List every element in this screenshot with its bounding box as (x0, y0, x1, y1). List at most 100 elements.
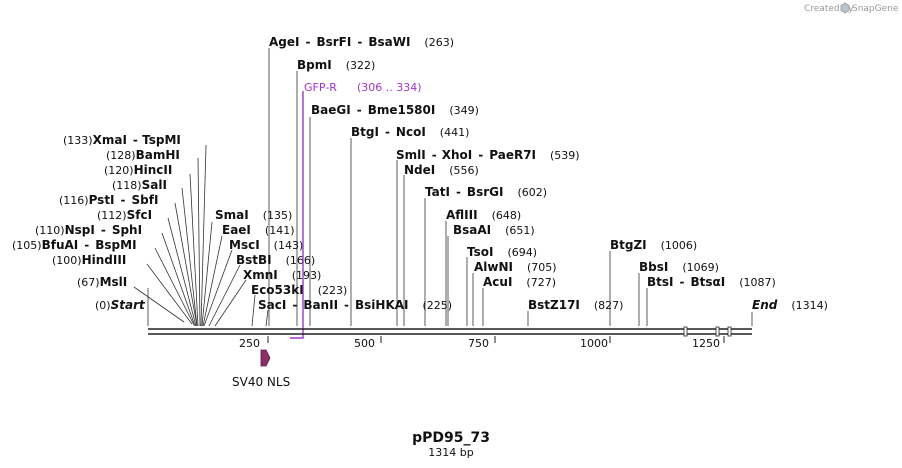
site-position: (0) (95, 299, 111, 312)
site-position: (1006) (661, 239, 698, 252)
site-position: (651) (505, 224, 535, 237)
primer-gfp-r[interactable]: GFP-R (306 .. 334) (290, 81, 422, 339)
site-enzyme-name: NdeI (404, 163, 435, 177)
enzyme-site-btsi[interactable]: BtsI - BtsαI (1087) (647, 275, 776, 289)
enzyme-labels: (0)Start (67)MslI (100)HindIII (105)BfuA… (12, 35, 828, 312)
site-enzyme-name: BpmI (297, 58, 332, 72)
enzyme-site-alwni[interactable]: AlwNI (705) (474, 260, 557, 274)
site-line-eaei (202, 235, 223, 327)
enzyme-site-xmai[interactable]: (133)XmaI - TspMI (63, 133, 181, 147)
site-enzyme-name: BtgI (351, 125, 379, 139)
site-line-msli (133, 286, 185, 323)
enzyme-site-ndei[interactable]: NdeI (556) (404, 163, 479, 177)
site-position: (105) (12, 239, 42, 252)
enzyme-site-bsaai[interactable]: BsaAI (651) (453, 223, 535, 237)
enzyme-site-msli[interactable]: (67)MslI (77, 275, 127, 289)
site-enzyme-name: TsoI (467, 245, 493, 259)
site-enzyme-name: SmaI (215, 208, 249, 222)
site-line-bstbi (208, 264, 241, 327)
site-enzyme-name: BtsI (647, 275, 674, 289)
site-line-sali (181, 187, 198, 327)
site-position: (441) (440, 126, 470, 139)
site-line-bamhi (197, 157, 201, 327)
backbone-break-marks (683, 326, 732, 337)
enzyme-site-bamhi[interactable]: (128)BamHI (106, 148, 180, 162)
site-enzyme-name: SmlI (396, 148, 426, 162)
enzyme-site-smli[interactable]: SmlI - XhoI - PaeR7I (539) (396, 148, 580, 162)
enzyme-site-end[interactable]: End (1314) (752, 298, 828, 312)
feature-label: SV40 NLS (232, 375, 290, 389)
site-enzyme-name: TspMI (142, 133, 181, 147)
site-enzyme-name: BtgZI (610, 238, 647, 252)
tick-label-750: 750 (468, 337, 489, 350)
site-enzyme-name: End (752, 298, 778, 312)
credit-text: Created by (804, 4, 854, 14)
site-position: (118) (112, 179, 142, 192)
site-enzyme-name: Bme1580I (368, 103, 436, 117)
site-line-psti (174, 202, 198, 327)
site-position: (112) (97, 209, 127, 222)
enzyme-site-hindiii[interactable]: (100)HindIII (52, 253, 126, 267)
site-enzyme-name: AgeI (269, 35, 299, 49)
site-enzyme-name: MslI (100, 275, 128, 289)
enzyme-site-tsoi[interactable]: TsoI (694) (467, 245, 537, 259)
tick-label-1250: 1250 (692, 337, 720, 350)
site-position: (263) (424, 36, 454, 49)
site-line-hincii (189, 173, 199, 327)
site-position: (225) (423, 299, 453, 312)
enzyme-site-bfuai[interactable]: (105)BfuAI - BspMI (12, 238, 137, 252)
site-enzyme-name: XhoI (442, 148, 473, 162)
enzyme-site-hincii[interactable]: (120)HincII (104, 163, 172, 177)
site-position: (166) (286, 254, 316, 267)
site-position: (135) (263, 209, 293, 222)
enzyme-site-sfci[interactable]: (112)SfcI (97, 208, 152, 222)
site-line-saci (265, 309, 269, 327)
enzyme-site-bbsi[interactable]: BbsI (1069) (639, 260, 719, 274)
enzyme-site-agei[interactable]: AgeI - BsrFI - BsaWI (263) (269, 35, 454, 49)
site-position: (648) (492, 209, 522, 222)
site-enzyme-name: NspI (65, 223, 95, 237)
site-position: (116) (59, 194, 89, 207)
site-position: (193) (292, 269, 322, 282)
enzyme-site-bstbi[interactable]: BstBI (166) (236, 253, 315, 267)
site-position: (827) (594, 299, 624, 312)
site-enzyme-name: Eco53kI (251, 283, 304, 297)
enzyme-site-smai[interactable]: SmaI (135) (215, 208, 292, 222)
enzyme-site-eco53ki[interactable]: Eco53kI (223) (251, 283, 347, 297)
site-enzyme-name: HincII (134, 163, 173, 177)
primer-range: (306 .. 334) (357, 81, 422, 94)
site-line-nspi (161, 232, 196, 327)
enzyme-site-acui[interactable]: AcuI (727) (483, 275, 556, 289)
enzyme-site-psti[interactable]: (116)PstI - SbfI (59, 193, 158, 207)
site-position: (705) (527, 261, 557, 274)
enzyme-site-baegi[interactable]: BaeGI - Bme1580I (349) (311, 103, 479, 117)
enzyme-site-saci[interactable]: SacI - BanII - BsiHKAI (225) (258, 298, 452, 312)
tick-label-500: 500 (354, 337, 375, 350)
site-enzyme-name: BspMI (95, 238, 136, 252)
enzyme-site-afliii[interactable]: AflIII (648) (446, 208, 521, 222)
enzyme-site-bpmi[interactable]: BpmI (322) (297, 58, 375, 72)
tick-label-1000: 1000 (580, 337, 608, 350)
site-line-hindiii (146, 263, 193, 325)
site-position: (143) (274, 239, 304, 252)
feature-sv40-nls[interactable]: SV40 NLS (232, 349, 290, 389)
site-enzyme-name: BsaWI (368, 35, 410, 49)
site-enzyme-name: NcoI (396, 125, 426, 139)
site-enzyme-name: SfcI (127, 208, 152, 222)
site-position: (556) (449, 164, 479, 177)
enzyme-site-xmni[interactable]: XmnI (193) (243, 268, 321, 282)
enzyme-site-sali[interactable]: (118)SalI (112, 178, 167, 192)
enzyme-site-bstz17i[interactable]: BstZ17I (827) (528, 298, 623, 312)
enzyme-site-btgzi[interactable]: BtgZI (1006) (610, 238, 697, 252)
enzyme-connector-lines (133, 48, 753, 327)
site-position: (120) (104, 164, 134, 177)
enzyme-site-nspi[interactable]: (110)NspI - SphI (35, 223, 142, 237)
site-position: (141) (265, 224, 295, 237)
enzyme-site-eaei[interactable]: EaeI (141) (222, 223, 295, 237)
enzyme-site-btgi[interactable]: BtgI - NcoI (441) (351, 125, 469, 139)
site-enzyme-name: PstI (89, 193, 115, 207)
enzyme-site-tati[interactable]: TatI - BsrGI (602) (425, 185, 547, 199)
enzyme-site-start[interactable]: (0)Start (95, 298, 146, 312)
enzyme-site-msci[interactable]: MscI (143) (229, 238, 303, 252)
